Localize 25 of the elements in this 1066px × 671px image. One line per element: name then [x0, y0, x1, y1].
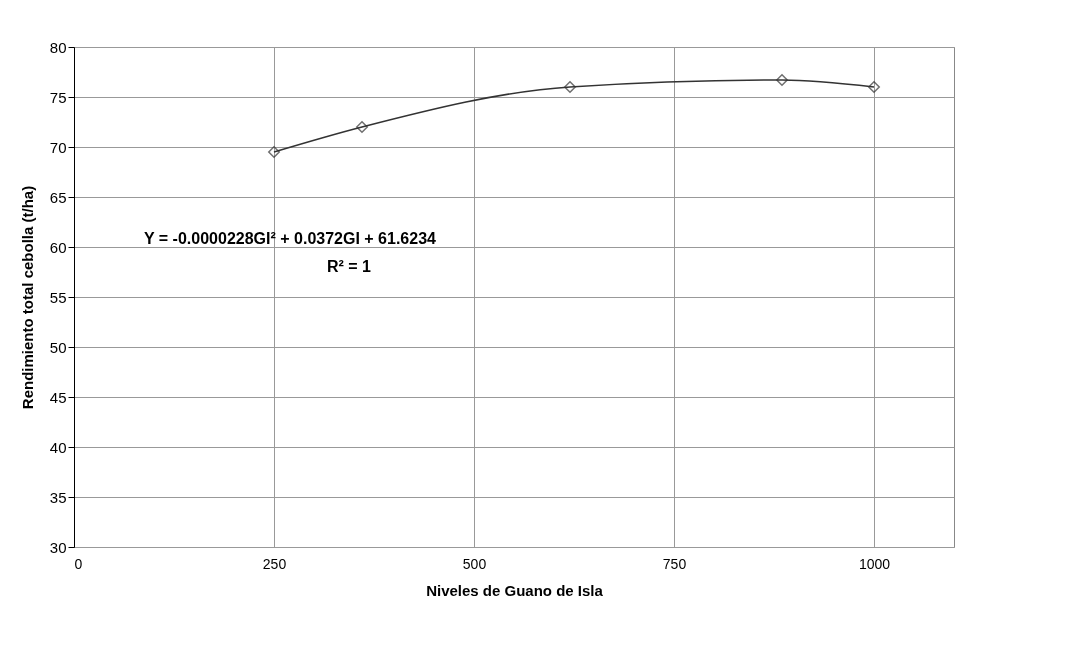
y-tick-label: 50: [49, 338, 67, 356]
x-axis-title: Niveles de Guano de Isla: [426, 581, 604, 599]
x-tick-label: 1000: [858, 555, 891, 572]
y-tick-label: 30: [49, 538, 67, 556]
point: [868, 81, 880, 93]
point: [564, 81, 576, 93]
x-tick-label: 500: [462, 555, 487, 572]
y-tick-label: 35: [49, 488, 67, 506]
x-tick-label: 0: [74, 555, 83, 572]
y-tick-label: 70: [49, 138, 67, 156]
x-tick-label: 250: [262, 555, 287, 572]
y-tick-label: 65: [49, 188, 67, 206]
annotation: Y = -0.0000228GI² + 0.0372GI + 61.6234: [144, 230, 437, 247]
point: [356, 121, 368, 133]
y-tick-label: 80: [49, 38, 67, 56]
y-tick-label: 75: [49, 88, 67, 106]
point: [776, 74, 788, 86]
y-axis-title: Rendimiento total cebolla (t/ha): [18, 185, 36, 410]
x-tick-label: 750: [662, 555, 687, 572]
y-tick-label: 55: [49, 288, 67, 306]
y-tick-label: 40: [49, 438, 67, 456]
y-tick-label: 60: [49, 238, 67, 256]
y-tick-label: 45: [49, 388, 67, 406]
point: [268, 146, 280, 158]
annotation: R² = 1: [326, 258, 372, 275]
